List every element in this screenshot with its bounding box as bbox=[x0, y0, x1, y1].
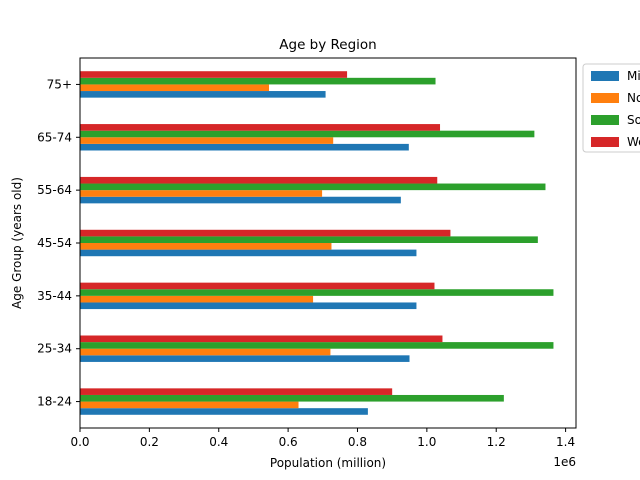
bar-west-65-74 bbox=[80, 124, 441, 131]
y-tick-label: 35-44 bbox=[37, 289, 72, 303]
y-tick-label: 45-54 bbox=[37, 236, 72, 250]
bar-northeast-45-54 bbox=[80, 243, 332, 250]
bar-south-65-74 bbox=[80, 130, 535, 138]
legend-swatch-south bbox=[591, 115, 619, 125]
bar-midwest-25-34 bbox=[80, 355, 410, 362]
bar-south-45-54 bbox=[80, 236, 538, 243]
bar-west-18-24 bbox=[80, 388, 393, 395]
bar-south-55-64 bbox=[80, 183, 546, 191]
x-axis-offset-label: 1e6 bbox=[553, 455, 576, 469]
y-tick-label: 55-64 bbox=[37, 183, 72, 197]
x-tick-label: 1.2 bbox=[487, 435, 506, 449]
bar-northeast-25-34 bbox=[80, 348, 331, 356]
legend: Midwest Northeast South West bbox=[582, 63, 640, 153]
x-tick-label: 0.4 bbox=[209, 435, 228, 449]
legend-label-south: South bbox=[627, 113, 640, 127]
bar-south-35-44 bbox=[80, 289, 554, 296]
x-tick-label: 1.0 bbox=[417, 435, 436, 449]
x-tick-label: 1.4 bbox=[556, 435, 575, 449]
legend-swatch-west bbox=[591, 137, 619, 147]
bar-northeast-65-74 bbox=[80, 137, 334, 144]
x-tick-label: 0.8 bbox=[348, 435, 367, 449]
legend-label-west: West bbox=[627, 135, 640, 149]
bars-group bbox=[80, 71, 554, 415]
bar-northeast-55-64 bbox=[80, 190, 323, 197]
y-tick-label: 18-24 bbox=[37, 395, 72, 409]
legend-label-northeast: Northeast bbox=[627, 91, 640, 105]
y-tick-label: 25-34 bbox=[37, 342, 72, 356]
bar-northeast-35-44 bbox=[80, 295, 314, 303]
bar-midwest-75+ bbox=[80, 91, 326, 98]
x-tick-label: 0.0 bbox=[70, 435, 89, 449]
y-axis-label: Age Group (years old) bbox=[10, 177, 24, 309]
x-tick-label: 0.2 bbox=[140, 435, 159, 449]
bar-south-25-34 bbox=[80, 342, 554, 349]
legend-label-midwest: Midwest bbox=[627, 69, 640, 83]
bar-midwest-65-74 bbox=[80, 143, 409, 151]
y-tick-label: 65-74 bbox=[37, 130, 72, 144]
bar-west-55-64 bbox=[80, 176, 438, 184]
bar-northeast-75+ bbox=[80, 84, 270, 92]
x-tick-label: 0.6 bbox=[279, 435, 298, 449]
bar-west-35-44 bbox=[80, 282, 435, 290]
bar-west-45-54 bbox=[80, 229, 451, 237]
bar-northeast-18-24 bbox=[80, 401, 299, 409]
y-axis: 18-24 25-34 35-44 45-54 55-64 65-74 75+ bbox=[37, 77, 80, 409]
chart-title: Age by Region bbox=[279, 37, 376, 53]
x-axis-label: Population (million) bbox=[270, 456, 386, 470]
bar-midwest-45-54 bbox=[80, 249, 417, 257]
bar-south-18-24 bbox=[80, 394, 504, 402]
bar-south-75+ bbox=[80, 77, 436, 85]
bar-west-25-34 bbox=[80, 335, 443, 343]
y-tick-label: 75+ bbox=[47, 77, 72, 91]
legend-frame bbox=[582, 63, 640, 153]
bar-midwest-35-44 bbox=[80, 302, 417, 310]
bar-west-75+ bbox=[80, 71, 348, 78]
legend-swatch-northeast bbox=[591, 93, 619, 103]
legend-swatch-midwest bbox=[591, 71, 619, 81]
x-axis: 0.0 0.2 0.4 0.6 0.8 1.0 1.2 1.4 bbox=[70, 428, 575, 449]
bar-midwest-55-64 bbox=[80, 196, 401, 204]
bar-midwest-18-24 bbox=[80, 408, 368, 415]
